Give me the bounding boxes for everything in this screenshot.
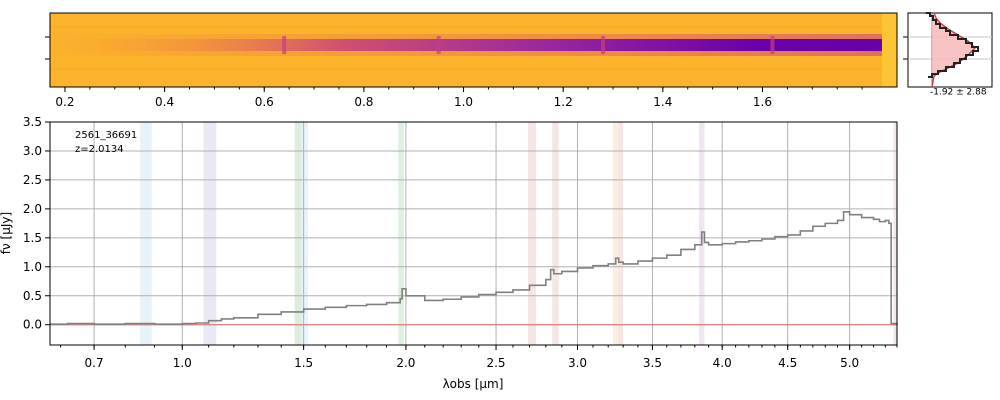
top-x-tick-label: 0.4 [155,95,174,109]
x-tick-label: 3.5 [643,356,662,370]
top-x-tick-label: 0.2 [55,95,74,109]
redshift-annotation: z=2.0134 [75,144,124,155]
top-x-tick-label: 1.0 [454,95,473,109]
top-x-tick-label: 0.6 [255,95,274,109]
plot-frame [49,121,898,346]
top-x-tick-label: 1.4 [653,95,672,109]
y-axis-label: fν [μJy] [0,212,13,254]
top-x-tick-label: 0.8 [354,95,373,109]
spectrum-2d-trace [50,39,882,51]
y-tick-label: 2.0 [23,202,42,216]
y-tick-label: 0.5 [23,289,42,303]
y-axis: 0.0 0.5 1.0 1.5 2.0 2.5 3.0 3.5 [23,115,50,332]
emission-knot [436,36,441,54]
line-band [140,122,152,345]
line-band [893,122,897,345]
spectrum-2d-frame [49,12,898,88]
flux-series [50,210,898,325]
x-axis-label: λobs [μm] [443,377,504,391]
y-tick-label: 3.0 [23,144,42,158]
y-tick-label: 1.5 [23,231,42,245]
x-tick-label: 3.0 [568,356,587,370]
series-group [50,210,898,326]
y-tick-label: 2.5 [23,173,42,187]
line-band [552,122,559,345]
x-tick-label: 1.5 [294,356,313,370]
y-tick-label: 0.0 [23,318,42,332]
profile-label: -1.92 ± 2.88 [930,88,987,98]
spectrum-2d-noise-band [50,68,882,70]
top-x-axis: 0.2 0.4 0.6 0.8 1.0 1.2 1.4 1.6 [55,87,863,109]
line-band [527,122,537,345]
line-band [294,122,302,345]
emission-knot [601,36,606,54]
x-tick-label: 2.0 [396,356,415,370]
top-x-tick-label: 1.2 [554,95,573,109]
x-tick-label: 0.7 [85,356,104,370]
emission-knots [282,36,775,54]
emission-knot [282,36,287,54]
line-band [203,122,217,345]
x-tick-label: 4.0 [713,356,732,370]
x-tick-label: 5.0 [840,356,859,370]
spectrum-2d-fill-edge [882,13,897,87]
plot-area [50,122,897,345]
line-band [618,122,624,345]
x-tick-label: 1.0 [173,356,192,370]
line-band [612,122,619,345]
spectrum-2d-noise-band [50,26,882,28]
y-tick-label: 1.0 [23,260,42,274]
object-id-annotation: 2561_36691 [75,130,137,141]
spectrum-2d-panel: 0.2 0.4 0.6 0.8 1.0 1.2 1.4 1.6 [45,12,898,109]
line-band [301,122,309,345]
line-markers [140,122,897,345]
spectrum-1d-panel: 0.7 1.0 1.5 2.0 2.5 3.0 3.5 4.0 4.5 5.0 0.0 0.5 1.0… [0,115,898,391]
y-tick-label: 3.5 [23,115,42,129]
top-x-tick-label: 1.6 [753,95,772,109]
profile-panel: -1.92 ± 2.88 [903,12,993,98]
x-axis: 0.7 1.0 1.5 2.0 2.5 3.0 3.5 4.0 4.5 5.0 [60,345,898,370]
profile-data-histogram [926,12,979,78]
line-band [398,122,405,345]
x-tick-label: 2.5 [486,356,505,370]
profile-fill [932,13,974,87]
x-tick-label: 4.5 [778,356,797,370]
emission-knot [770,36,775,54]
